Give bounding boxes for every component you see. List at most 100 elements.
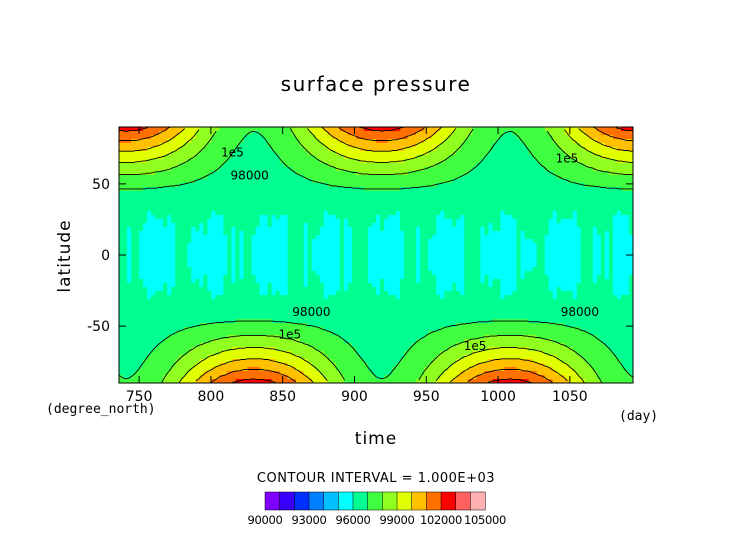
heatmap-cell xyxy=(416,379,421,383)
heatmap-cell xyxy=(319,151,325,156)
heatmap-cell xyxy=(131,327,136,332)
heatmap-cell xyxy=(307,315,313,320)
heatmap-cell xyxy=(367,195,373,200)
heatmap-cell xyxy=(428,215,433,220)
heatmap-cell xyxy=(147,359,152,364)
heatmap-cell xyxy=(171,359,176,364)
heatmap-cell xyxy=(363,367,369,372)
heatmap-cell xyxy=(239,231,245,236)
heatmap-cell xyxy=(139,219,144,224)
heatmap-cell xyxy=(255,211,261,216)
heatmap-cell xyxy=(400,231,405,236)
heatmap-cell xyxy=(143,199,148,204)
heatmap-cell xyxy=(223,155,229,160)
heatmap-cell xyxy=(428,279,433,284)
heatmap-cell xyxy=(371,275,377,280)
heatmap-cell xyxy=(155,251,160,256)
heatmap-cell xyxy=(271,243,277,248)
heatmap-cell xyxy=(155,223,160,228)
heatmap-cell xyxy=(287,303,293,308)
heatmap-cell xyxy=(380,195,385,200)
heatmap-cell xyxy=(179,371,184,376)
heatmap-cell xyxy=(371,327,377,332)
heatmap-cell xyxy=(207,347,212,352)
heatmap-cell xyxy=(315,359,321,364)
heatmap-cell xyxy=(311,359,317,364)
heatmap-cell xyxy=(319,191,325,196)
heatmap-cell xyxy=(416,243,421,248)
heatmap-cell xyxy=(428,271,433,276)
heatmap-cell xyxy=(283,179,289,184)
heatmap-cell xyxy=(223,303,229,308)
heatmap-cell xyxy=(271,159,277,164)
heatmap-cell xyxy=(343,243,349,248)
heatmap-cell xyxy=(355,191,361,196)
heatmap-cell xyxy=(127,147,132,152)
heatmap-cell xyxy=(295,323,301,328)
heatmap-cell xyxy=(143,139,148,144)
heatmap-cell xyxy=(279,359,285,364)
heatmap-cell xyxy=(223,235,229,240)
heatmap-cell xyxy=(287,315,293,320)
heatmap-cell xyxy=(420,223,425,228)
heatmap-cell xyxy=(311,239,317,244)
heatmap-cell xyxy=(239,243,245,248)
heatmap-cell xyxy=(371,143,377,148)
heatmap-cell xyxy=(147,127,152,132)
heatmap-cell xyxy=(127,231,132,236)
heatmap-cell xyxy=(243,207,249,212)
heatmap-cell xyxy=(203,375,208,380)
heatmap-cell xyxy=(388,147,393,152)
heatmap-cell xyxy=(203,151,208,156)
heatmap-cell xyxy=(179,311,184,316)
heatmap-cell xyxy=(163,327,168,332)
heatmap-cell xyxy=(428,295,433,300)
heatmap-cell xyxy=(343,367,349,372)
heatmap-cell xyxy=(327,343,333,348)
heatmap-cell xyxy=(135,295,140,300)
heatmap-cell xyxy=(380,175,385,180)
heatmap-cell xyxy=(380,167,385,172)
heatmap-cell xyxy=(404,167,409,172)
heatmap-cell xyxy=(235,135,241,140)
heatmap-cell xyxy=(400,271,405,276)
heatmap-cell xyxy=(323,191,329,196)
heatmap-cell xyxy=(135,211,140,216)
heatmap-cell xyxy=(171,343,176,348)
heatmap-cell xyxy=(167,183,172,188)
heatmap-cell xyxy=(175,355,180,360)
heatmap-cell xyxy=(119,231,124,236)
heatmap-cell xyxy=(139,335,144,340)
heatmap-cell xyxy=(195,147,200,152)
heatmap-cell xyxy=(295,195,301,200)
heatmap-cell xyxy=(392,371,397,376)
heatmap-cell xyxy=(259,143,265,148)
heatmap-cell xyxy=(227,323,233,328)
heatmap-cell xyxy=(428,259,433,264)
heatmap-cell xyxy=(139,207,144,212)
heatmap-cell xyxy=(271,175,277,180)
heatmap-cell xyxy=(303,279,309,284)
heatmap-cell xyxy=(191,203,196,208)
heatmap-cell xyxy=(327,207,333,212)
heatmap-cell xyxy=(251,183,257,188)
heatmap-cell xyxy=(227,263,233,268)
heatmap-cell xyxy=(363,271,369,276)
heatmap-cell xyxy=(143,263,148,268)
heatmap-cell xyxy=(319,199,325,204)
heatmap-cell xyxy=(127,219,132,224)
heatmap-cell xyxy=(275,155,281,160)
heatmap-cell xyxy=(428,219,433,224)
heatmap-cell xyxy=(247,147,253,152)
heatmap-cell xyxy=(408,375,413,380)
heatmap-cell xyxy=(396,359,401,364)
heatmap-cell xyxy=(428,339,433,344)
heatmap-cell xyxy=(223,267,229,272)
heatmap-cell xyxy=(331,139,337,144)
heatmap-cell xyxy=(307,155,313,160)
heatmap-cell xyxy=(279,143,285,148)
heatmap-cell xyxy=(412,239,417,244)
heatmap-cell xyxy=(363,295,369,300)
heatmap-cell xyxy=(119,211,124,216)
heatmap-cell xyxy=(151,311,156,316)
